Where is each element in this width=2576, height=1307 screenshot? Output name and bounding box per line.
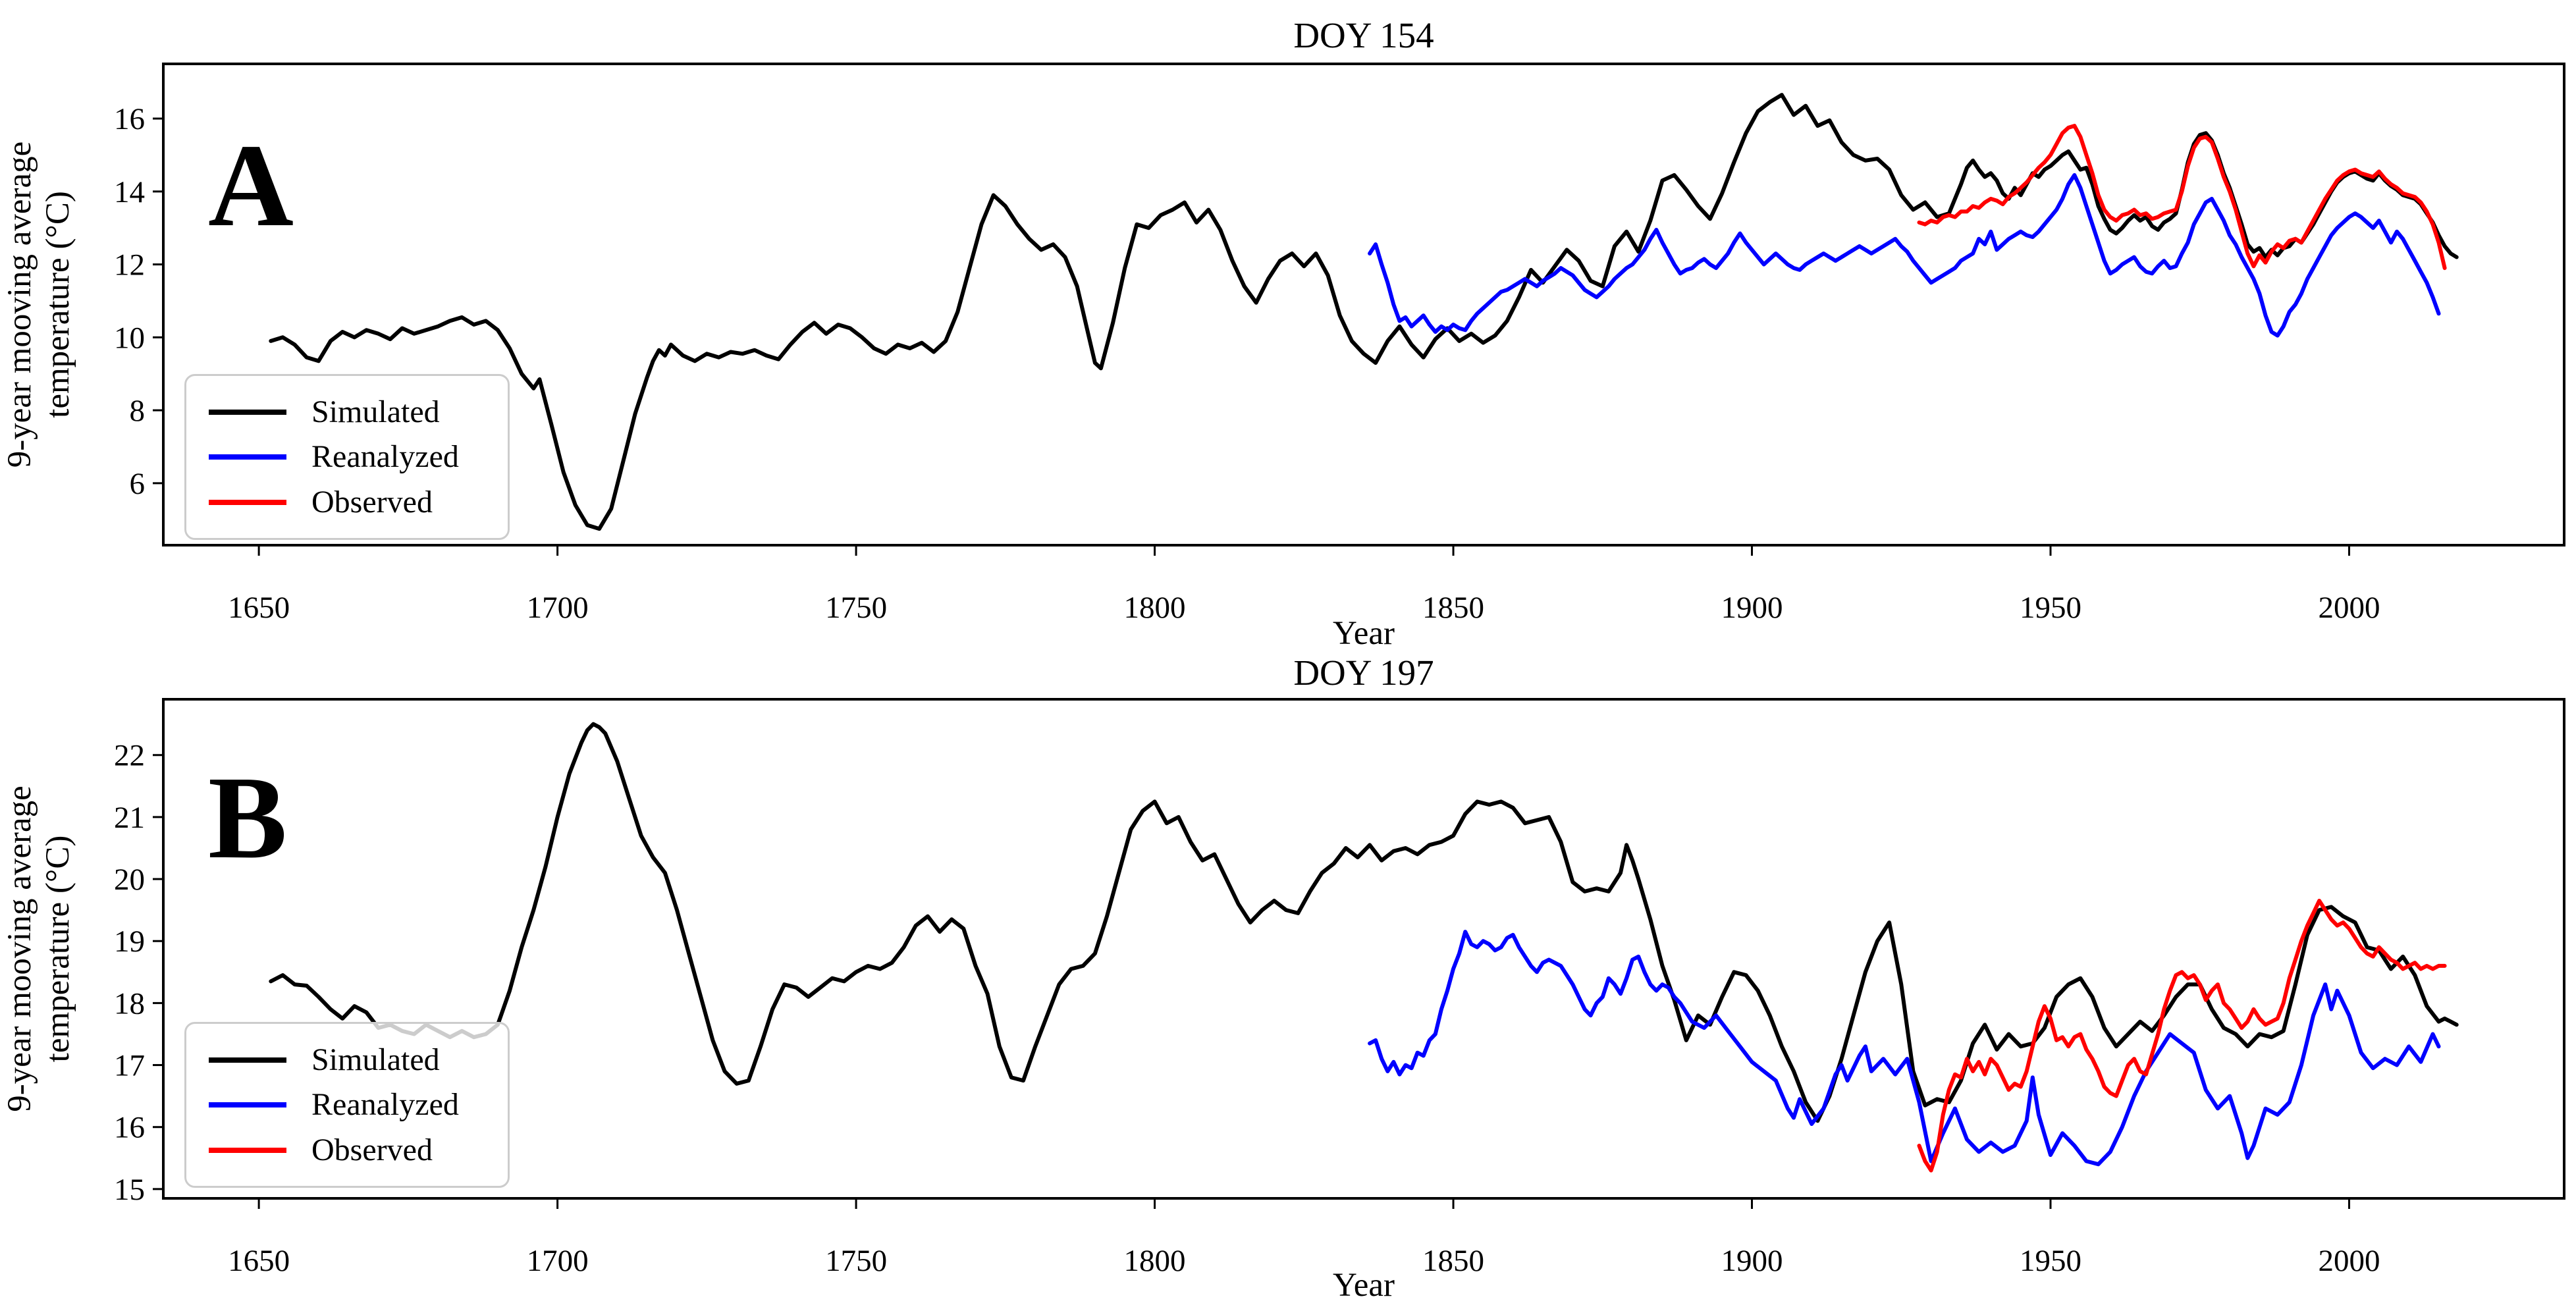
x-tick-label: 1700 [527,1244,589,1278]
x-tick-label: 1800 [1124,1244,1186,1278]
legend-label-simulated: Simulated [311,394,440,429]
y-tick-label: 16 [114,1111,145,1145]
x-axis-label: Year [1333,615,1395,652]
legend-item-reanalyzed: Reanalyzed [209,441,485,473]
x-tick-label: 1850 [1422,591,1484,625]
plot-frame [162,63,2565,547]
legend-item-observed: Observed [209,1134,485,1166]
y-tick-label: 16 [114,102,145,136]
legend-sample-simulated [209,1057,286,1063]
panel-title: DOY 154 [1293,15,1434,55]
legend-label-simulated: Simulated [311,1042,440,1077]
y-tick-label: 14 [114,175,145,209]
legend-item-simulated: Simulated [209,1044,485,1076]
x-tick-label: 1650 [228,591,290,625]
series-reanalyzed [1368,173,2441,338]
y-axis-label-line2: temperature (°C) [40,836,76,1063]
x-axis-label: Year [1333,1267,1395,1304]
panel-a: DOY 154 1650 1700 1750 1800 1850 1900 1950 2000 6… [1,15,2565,652]
legend-label-observed: Observed [311,1132,433,1167]
legend-sample-reanalyzed [209,454,286,460]
x-tick-label: 1650 [228,1244,290,1278]
x-tick-label: 1850 [1422,1244,1484,1278]
legend-sample-observed [209,499,286,505]
legend-item-observed: Observed [209,484,485,520]
x-tick-label: 1700 [527,591,589,625]
series-reanalyzed [1368,930,2441,1167]
x-tick-label: 1950 [2020,591,2081,625]
series-observed [1917,124,2447,271]
x-tick-label: 1750 [825,591,887,625]
y-axis-label-line1: 9-year mooving average [1,786,38,1112]
x-tick-label: 1900 [1721,1244,1783,1278]
legend-label-reanalyzed: Reanalyzed [311,1087,459,1122]
y-tick-label: 8 [130,394,146,428]
y-axis-label-line1: 9-year mooving average [1,142,38,468]
legend-item-simulated: Simulated [209,396,485,428]
legend-sample-simulated [209,409,286,415]
panel-b: DOY 197 1650 1700 1750 1800 1850 1900 1950 2000 1… [1,653,2565,1304]
y-tick-label: 21 [114,801,145,835]
y-tick-label: 12 [114,248,145,282]
y-tick-label: 6 [130,467,146,501]
y-tick-label: 17 [114,1049,145,1083]
series-observed [1917,899,2447,1173]
legend-label-observed: Observed [311,484,433,520]
series-simulated [269,722,2459,1123]
x-tick-label: 2000 [2318,1244,2380,1278]
y-tick-label: 15 [114,1173,145,1207]
y-tick-label: 10 [114,321,145,355]
plot-frame [162,698,2565,1200]
x-tick-label: 1950 [2020,1244,2081,1278]
legend-sample-observed [209,1147,286,1153]
y-tick-label: 18 [114,986,145,1021]
y-axis-label-line2: temperature (°C) [40,191,76,418]
legend-label-reanalyzed: Reanalyzed [311,439,459,474]
y-tick-label: 20 [114,863,145,897]
y-tick-label: 22 [114,739,145,773]
x-tick-label: 1900 [1721,591,1783,625]
series-simulated [269,93,2459,531]
x-tick-label: 2000 [2318,591,2380,625]
x-tick-label: 1800 [1124,591,1186,625]
panel-letter: B [208,752,287,883]
legend-panel-b: Simulated Reanalyzed Observed [184,1022,510,1188]
panel-letter: A [208,120,294,251]
y-tick-label: 19 [114,924,145,959]
legend-sample-reanalyzed [209,1102,286,1107]
legend-item-reanalyzed: Reanalyzed [209,1089,485,1121]
x-tick-label: 1750 [825,1244,887,1278]
panel-title: DOY 197 [1293,653,1434,693]
legend-panel-a: Simulated Reanalyzed Observed [184,374,510,540]
